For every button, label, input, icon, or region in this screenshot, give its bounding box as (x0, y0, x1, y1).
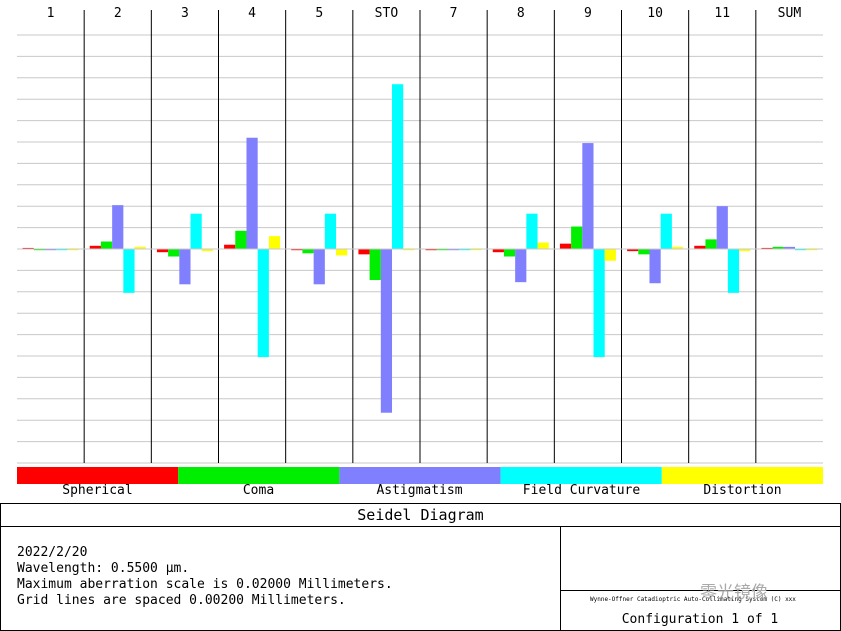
bar (503, 249, 516, 257)
bar (627, 249, 639, 252)
bar (638, 249, 650, 255)
legend-distortion: Distortion (703, 483, 782, 498)
bar (392, 84, 404, 249)
bar (593, 249, 605, 358)
bar (336, 249, 348, 256)
surface-label: 11 (714, 6, 730, 21)
bar (559, 243, 572, 249)
note-scale: Maximum aberration scale is 0.02000 Mill… (17, 577, 393, 592)
surface-label: STO (375, 6, 399, 21)
diagram-title: Seidel Diagram (357, 506, 484, 524)
bar (201, 249, 213, 252)
bar (436, 249, 448, 251)
seidel-chart: 1 2 3 4 5 STO 7 8 9 10 11 SUM (17, 6, 823, 484)
bar (156, 249, 169, 253)
legend-color-bar (17, 467, 179, 484)
bar (705, 239, 717, 249)
bar (694, 245, 706, 249)
legend-spherical: Spherical (62, 483, 133, 498)
legend-field-curvature: Field Curvature (522, 483, 641, 498)
bar (470, 249, 482, 251)
note-wavelength: Wavelength: 0.5500 µm. (17, 561, 190, 576)
bar (67, 249, 79, 251)
bar (571, 226, 583, 249)
bar (100, 241, 113, 249)
legend-astigmatism: Astigmatism (376, 483, 463, 498)
bar (671, 246, 684, 249)
bar (168, 249, 180, 257)
aberration-bars (17, 84, 823, 413)
surface-label: SUM (778, 6, 802, 21)
bar (425, 249, 437, 251)
bar (112, 205, 124, 249)
bar (380, 249, 393, 413)
bar (537, 242, 549, 249)
bar (492, 249, 504, 253)
bar (660, 213, 672, 249)
bar (739, 249, 751, 252)
surface-label: 8 (517, 6, 525, 21)
bar (369, 249, 381, 281)
lens-title: Wynne-Offner Catadioptric Auto-Collimati… (590, 596, 796, 603)
bar (123, 249, 135, 293)
bar (459, 249, 471, 251)
bar (604, 249, 616, 261)
surface-label: 4 (248, 6, 256, 21)
bar (190, 213, 202, 249)
surface-label: 9 (584, 6, 592, 21)
legend-coma: Coma (242, 483, 275, 498)
bar (324, 213, 337, 249)
bar (447, 249, 460, 251)
bar (56, 249, 68, 251)
bar (795, 249, 807, 251)
legend-color-bar (178, 467, 340, 484)
note-date: 2022/2/20 (17, 545, 88, 560)
surface-label: 3 (181, 6, 189, 21)
legend-color-bar (661, 467, 823, 484)
surface-label: 5 (315, 6, 323, 21)
surface-label: 1 (47, 6, 55, 21)
legend-color-bar (339, 467, 501, 484)
bar (179, 249, 191, 285)
surface-dividers (83, 10, 757, 463)
bar (257, 249, 269, 358)
bar (806, 249, 818, 251)
configuration-label: Configuration 1 of 1 (621, 612, 779, 627)
bar (235, 230, 247, 249)
bar (134, 246, 146, 249)
note-grid: Grid lines are spaced 0.00200 Millimeter… (17, 593, 346, 608)
bar (783, 246, 796, 249)
bar (291, 249, 303, 251)
bar (716, 206, 728, 249)
bar (44, 249, 57, 251)
bar (246, 137, 258, 249)
bar (33, 249, 45, 251)
bar (89, 245, 101, 249)
notes-block: 2022/2/20 Wavelength: 0.5500 µm. Maximum a… (17, 545, 393, 609)
surface-label: 2 (114, 6, 122, 21)
legend-color-bars (17, 467, 823, 484)
bar (649, 249, 661, 284)
bar (727, 249, 740, 293)
watermark: 零光镜像 (700, 583, 768, 603)
surface-label: 7 (450, 6, 458, 21)
surface-labels: 1 2 3 4 5 STO 7 8 9 10 11 SUM (47, 6, 802, 21)
bar (403, 249, 415, 251)
surface-label: 10 (647, 6, 663, 21)
bar (313, 249, 325, 285)
bar (224, 244, 236, 249)
bar (526, 213, 538, 249)
bar (582, 143, 594, 249)
bar (302, 249, 314, 254)
bar (268, 236, 281, 249)
bar (772, 246, 784, 249)
bar (515, 249, 527, 283)
legend-color-bar (500, 467, 662, 484)
bar (358, 249, 370, 255)
